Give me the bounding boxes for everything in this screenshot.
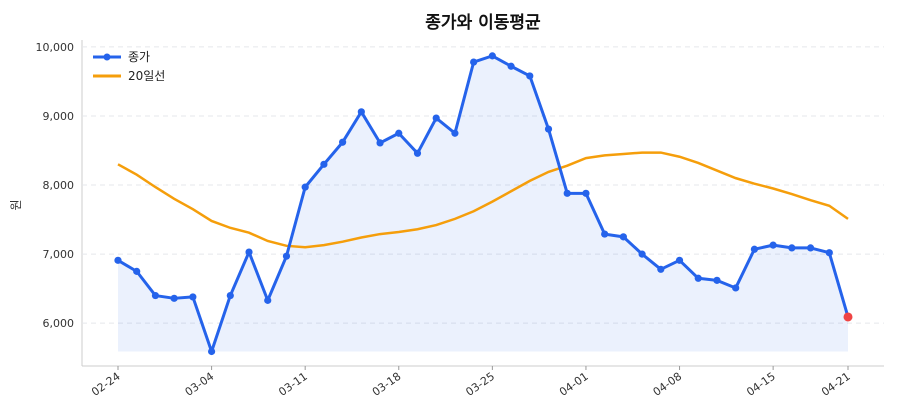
close-point: [694, 274, 702, 282]
close-point: [470, 58, 478, 66]
ma20-line: [117, 151, 849, 249]
x-tick-label: 03-04: [183, 370, 217, 399]
last-close-point: [843, 312, 853, 322]
close-point: [788, 244, 796, 252]
close-point: [207, 347, 216, 356]
x-tick-label: 04-21: [819, 370, 853, 399]
close-point: [151, 291, 160, 300]
x-tick-label: 04-15: [744, 370, 778, 399]
close-point: [264, 296, 272, 304]
close-line: [117, 54, 850, 353]
legend-label-ma20: 20일선: [128, 69, 165, 83]
close-point: [675, 256, 684, 264]
close-point: [601, 230, 609, 238]
x-tick-label: 02-24: [89, 370, 123, 399]
close-point: [526, 72, 534, 80]
close-point: [413, 149, 422, 157]
close-point: [713, 276, 721, 284]
x-tick-label: 04-08: [651, 370, 685, 399]
close-point: [320, 160, 328, 168]
close-point: [170, 294, 178, 302]
legend-marker-close: [103, 53, 111, 61]
close-point: [226, 291, 234, 300]
close-point: [638, 250, 646, 258]
close-point: [563, 189, 571, 197]
close-point: [582, 189, 590, 197]
close-point: [750, 245, 759, 253]
y-tick-label: 10,000: [36, 41, 75, 54]
chart-title: 종가와 이동평균: [425, 13, 541, 33]
close-point: [451, 129, 459, 137]
close-point: [544, 125, 553, 133]
close-point: [245, 248, 253, 256]
y-tick-label: 7,000: [43, 248, 75, 261]
close-point: [806, 244, 815, 252]
y-tick-label: 6,000: [43, 317, 75, 330]
close-area-fill: [118, 55, 848, 352]
close-point: [488, 52, 496, 60]
x-tick-label: 03-25: [463, 370, 497, 399]
close-point: [507, 62, 515, 70]
close-point: [114, 256, 122, 264]
x-tick-label: 04-01: [557, 370, 591, 399]
y-tick-label: 9,000: [43, 110, 75, 123]
close-point: [189, 293, 197, 301]
y-axis-label: 원: [9, 199, 23, 210]
legend-label-close: 종가: [128, 50, 150, 64]
close-point: [357, 108, 365, 116]
close-point: [769, 241, 777, 249]
close-point: [376, 139, 384, 147]
y-tick-label: 8,000: [43, 179, 75, 192]
x-tick-label: 03-18: [370, 370, 404, 399]
close-point: [432, 114, 440, 122]
close-point: [825, 249, 833, 257]
close-point: [732, 284, 740, 292]
close-point: [339, 138, 347, 146]
close-point: [657, 265, 665, 273]
close-point: [395, 129, 403, 137]
legend: 종가 20일선: [93, 50, 165, 83]
close-point: [301, 183, 309, 191]
close-point: [619, 233, 627, 241]
x-tick-label: 03-11: [276, 370, 310, 399]
close-point: [133, 267, 141, 275]
close-point: [282, 252, 291, 260]
